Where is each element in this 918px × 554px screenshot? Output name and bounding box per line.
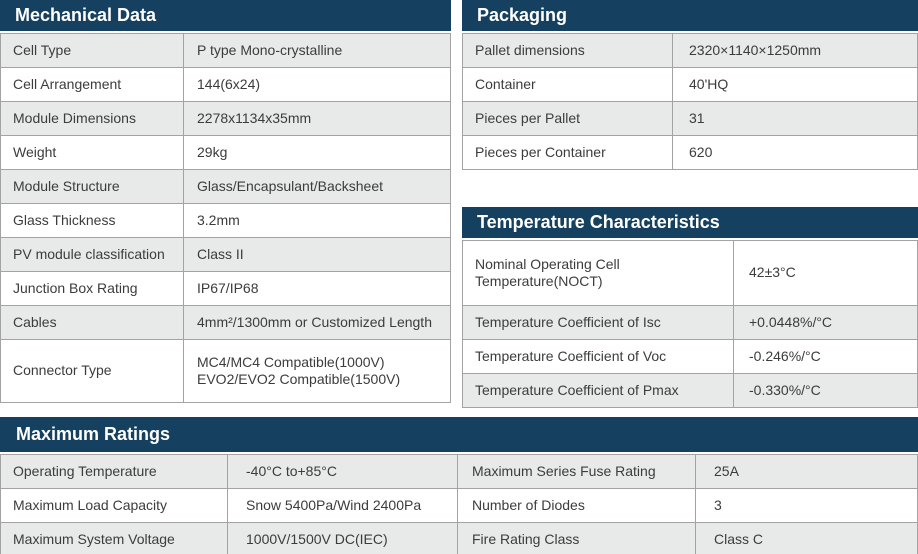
row-label: Fire Rating Class	[458, 523, 696, 554]
table-row: Container 40'HQ	[463, 68, 917, 102]
table-row: Nominal Operating Cell Temperature(NOCT)…	[463, 241, 917, 306]
table-row: Cables 4mm²/1300mm or Customized Length	[1, 306, 450, 340]
row-label: Operating Temperature	[1, 455, 228, 488]
maximum-ratings-table: Maximum Ratings Operating Temperature -4…	[0, 417, 918, 554]
packaging-table: Packaging Pallet dimensions 2320×1140×12…	[462, 0, 918, 170]
row-label: Temperature Coefficient of Isc	[463, 306, 734, 339]
table-row: Temperature Coefficient of Pmax -0.330%/…	[463, 374, 917, 407]
row-value: 144(6x24)	[197, 75, 261, 92]
mechanical-data-rows: Cell Type P type Mono-crystalline Cell A…	[0, 33, 451, 403]
table-row: Operating Temperature -40°C to+85°C Maxi…	[1, 455, 917, 489]
row-value: 42±3°C	[749, 264, 796, 281]
row-label: Maximum System Voltage	[1, 523, 228, 554]
row-value: MC4/MC4 Compatible(1000V) EVO2/EVO2 Comp…	[197, 353, 401, 388]
row-value: -0.246%/°C	[749, 347, 821, 364]
row-label: Cell Type	[1, 34, 184, 67]
row-label: Pieces per Container	[463, 136, 673, 169]
row-label: Temperature Coefficient of Pmax	[463, 374, 734, 407]
row-label: Cell Arrangement	[1, 68, 184, 101]
packaging-rows: Pallet dimensions 2320×1140×1250mm Conta…	[462, 33, 918, 170]
row-value: 1000V/1500V DC(IEC)	[228, 523, 458, 554]
table-row: Module Dimensions 2278x1134x35mm	[1, 102, 450, 136]
mechanical-data-header: Mechanical Data	[0, 0, 451, 31]
row-value: 29kg	[197, 143, 228, 160]
temperature-characteristics-header: Temperature Characteristics	[462, 207, 918, 238]
row-value: 4mm²/1300mm or Customized Length	[197, 313, 432, 330]
table-row: Cell Type P type Mono-crystalline	[1, 34, 450, 68]
table-row: Module Structure Glass/Encapsulant/Backs…	[1, 170, 450, 204]
mechanical-data-title: Mechanical Data	[15, 5, 157, 25]
maximum-ratings-rows: Operating Temperature -40°C to+85°C Maxi…	[0, 454, 918, 554]
row-value: -40°C to+85°C	[228, 455, 458, 488]
row-value: Snow 5400Pa/Wind 2400Pa	[228, 489, 458, 522]
row-label: Pallet dimensions	[463, 34, 673, 67]
row-value: Class C	[714, 530, 764, 547]
temperature-characteristics-table: Temperature Characteristics Nominal Oper…	[462, 207, 918, 408]
temperature-characteristics-title: Temperature Characteristics	[477, 212, 720, 232]
maximum-ratings-header: Maximum Ratings	[0, 417, 918, 452]
table-row: Maximum System Voltage 1000V/1500V DC(IE…	[1, 523, 917, 554]
row-value: 2278x1134x35mm	[197, 109, 312, 126]
row-value: P type Mono-crystalline	[197, 41, 343, 58]
row-value: Glass/Encapsulant/Backsheet	[197, 177, 383, 194]
row-label: Junction Box Rating	[1, 272, 184, 305]
row-label: Container	[463, 68, 673, 101]
table-row: Pieces per Pallet 31	[463, 102, 917, 136]
row-label: PV module classification	[1, 238, 184, 271]
row-value: 31	[689, 109, 705, 126]
table-row: PV module classification Class II	[1, 238, 450, 272]
temperature-characteristics-rows: Nominal Operating Cell Temperature(NOCT)…	[462, 240, 918, 408]
row-label: Pieces per Pallet	[463, 102, 673, 135]
row-label: Module Dimensions	[1, 102, 184, 135]
row-label: Maximum Series Fuse Rating	[458, 455, 696, 488]
row-label: Cables	[1, 306, 184, 339]
table-row: Maximum Load Capacity Snow 5400Pa/Wind 2…	[1, 489, 917, 523]
row-value: 620	[689, 143, 713, 160]
row-label: Number of Diodes	[458, 489, 696, 522]
row-label: Weight	[1, 136, 184, 169]
row-value: Class II	[197, 245, 244, 262]
row-label: Glass Thickness	[1, 204, 184, 237]
packaging-header: Packaging	[462, 0, 918, 31]
row-label: Temperature Coefficient of Voc	[463, 340, 734, 373]
table-row: Glass Thickness 3.2mm	[1, 204, 450, 238]
mechanical-data-table: Mechanical Data Cell Type P type Mono-cr…	[0, 0, 451, 403]
row-value: 2320×1140×1250mm	[689, 41, 822, 58]
row-value: -0.330%/°C	[749, 381, 821, 398]
table-row: Pallet dimensions 2320×1140×1250mm	[463, 34, 917, 68]
table-row: Connector Type MC4/MC4 Compatible(1000V)…	[1, 340, 450, 402]
table-row: Cell Arrangement 144(6x24)	[1, 68, 450, 102]
table-row: Junction Box Rating IP67/IP68	[1, 272, 450, 306]
table-row: Temperature Coefficient of Isc +0.0448%/…	[463, 306, 917, 340]
row-value: IP67/IP68	[197, 279, 259, 296]
row-value: 40'HQ	[689, 75, 729, 92]
table-row: Temperature Coefficient of Voc -0.246%/°…	[463, 340, 917, 374]
row-label: Module Structure	[1, 170, 184, 203]
row-label: Connector Type	[1, 340, 184, 402]
maximum-ratings-title: Maximum Ratings	[16, 424, 171, 444]
row-value: 25A	[714, 462, 739, 479]
packaging-title: Packaging	[477, 5, 568, 25]
table-row: Weight 29kg	[1, 136, 450, 170]
table-row: Pieces per Container 620	[463, 136, 917, 169]
row-value: 3	[714, 496, 722, 513]
row-value: +0.0448%/°C	[749, 313, 833, 330]
row-value: 3.2mm	[197, 211, 240, 228]
row-label: Maximum Load Capacity	[1, 489, 228, 522]
row-label: Nominal Operating Cell Temperature(NOCT)	[463, 241, 734, 305]
